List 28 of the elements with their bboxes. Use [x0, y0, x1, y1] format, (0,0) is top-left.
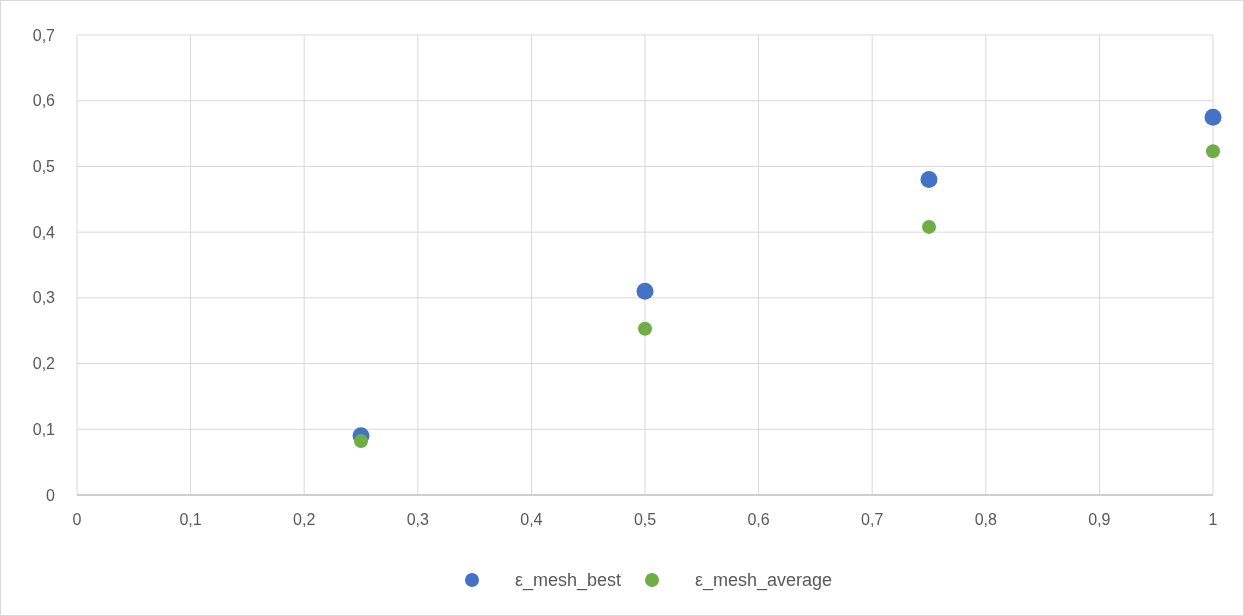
- point: [922, 219, 936, 234]
- y-tick-label: 0: [46, 486, 56, 504]
- x-tick-label: 0: [72, 511, 82, 528]
- y-tick-label: 0,7: [32, 26, 56, 44]
- point: [1206, 144, 1220, 159]
- y-tick-label: 0,1: [32, 420, 56, 438]
- x-tick-label: 0,3: [406, 511, 430, 528]
- x-tick-label: 0,5: [633, 511, 657, 528]
- x-tick-label: 0,8: [974, 511, 998, 528]
- legend-label: ε_mesh_average: [695, 570, 833, 592]
- point: [1204, 108, 1222, 126]
- x-tick-label: 0,7: [861, 511, 884, 528]
- x-tick-label: 0,4: [520, 511, 543, 528]
- point: [636, 282, 654, 300]
- point: [354, 434, 368, 449]
- y-tick-label: 0,5: [32, 158, 56, 176]
- y-tick-label: 0,4: [32, 223, 56, 241]
- x-tick-label: 0,1: [179, 511, 202, 528]
- x-tick-label: 0,6: [747, 511, 770, 528]
- x-tick-label: 0,9: [1088, 511, 1111, 528]
- point: [638, 321, 652, 336]
- x-tick-label: 0,2: [293, 511, 316, 528]
- y-tick-label: 0,6: [32, 92, 56, 110]
- y-tick-label: 0,2: [32, 355, 56, 373]
- x-tick-label: 1: [1208, 511, 1218, 528]
- point: [920, 171, 938, 189]
- y-tick-label: 0,3: [32, 289, 56, 307]
- legend-label: ε_mesh_best: [515, 570, 622, 592]
